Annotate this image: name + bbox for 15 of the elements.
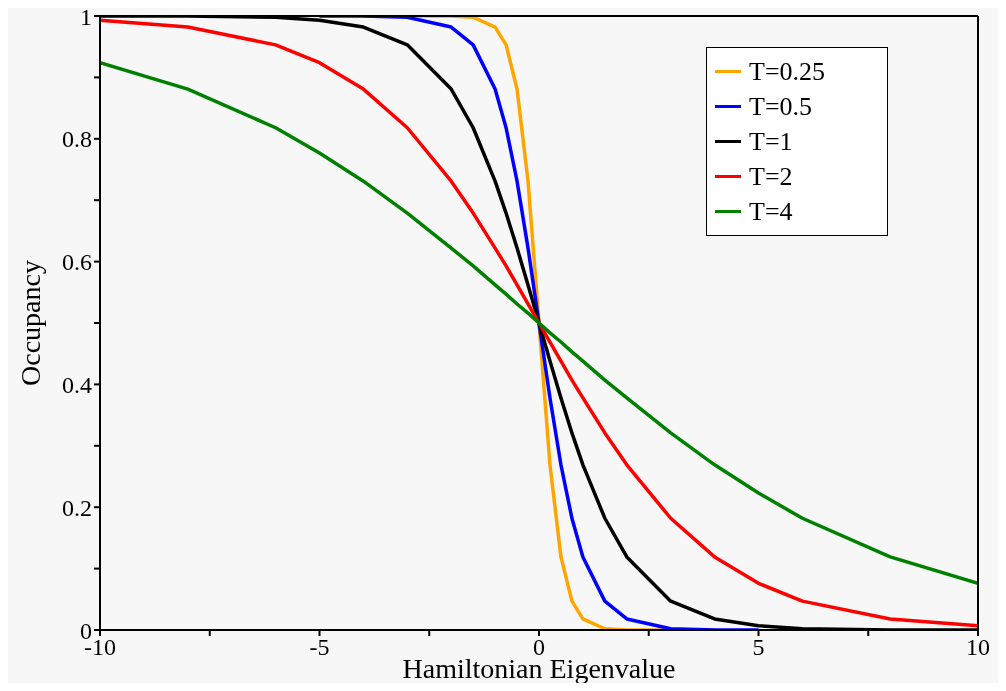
legend-label: T=2 bbox=[749, 161, 793, 192]
legend-label: T=0.25 bbox=[749, 56, 826, 87]
legend-label: T=4 bbox=[749, 196, 793, 227]
x-tick-label: 0 bbox=[533, 634, 545, 661]
y-tick-label: 0.6 bbox=[62, 249, 92, 276]
y-tick-label: 0.4 bbox=[62, 371, 92, 398]
legend-label: T=0.5 bbox=[749, 91, 813, 122]
x-tick-label: -5 bbox=[309, 634, 330, 661]
y-tick-label: 1 bbox=[80, 3, 92, 30]
legend-label: T=1 bbox=[749, 126, 793, 157]
y-axis-title: Occupancy bbox=[14, 260, 46, 386]
x-tick-label: 5 bbox=[752, 634, 765, 661]
y-tick-label: 0.2 bbox=[62, 494, 92, 521]
x-tick-label: 10 bbox=[966, 634, 990, 661]
y-tick-label: 0.8 bbox=[62, 126, 92, 153]
